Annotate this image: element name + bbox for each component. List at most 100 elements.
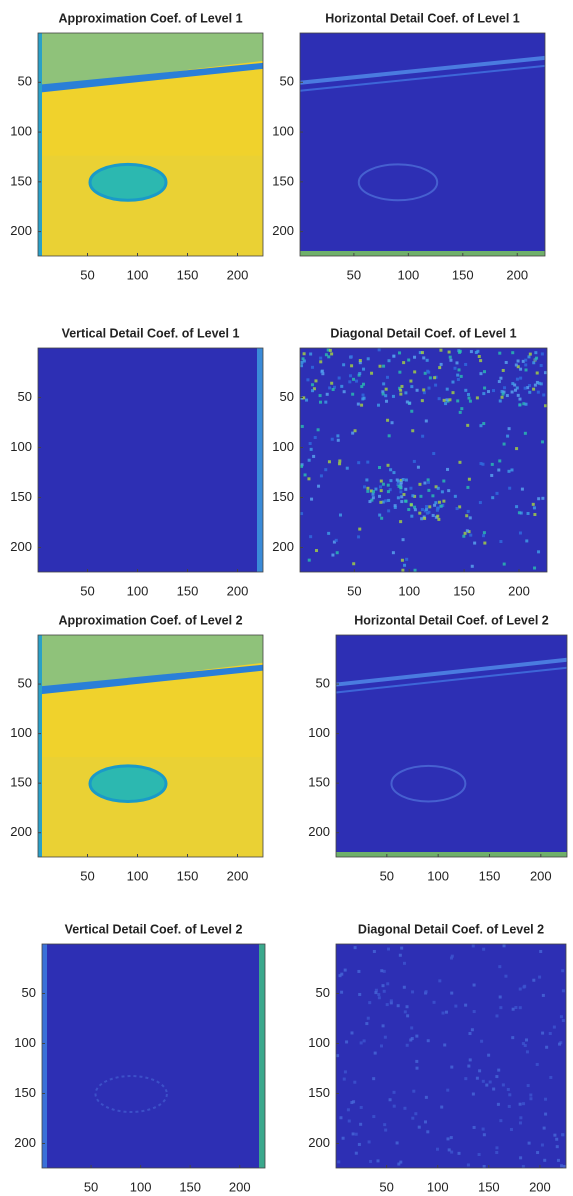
image-texture [315,549,318,552]
image-texture [458,461,461,464]
image-texture [388,434,391,437]
image-texture [485,1084,488,1087]
image-texture [355,1133,358,1136]
image-texture [379,485,382,488]
image-texture [464,532,467,535]
image-texture [442,1012,445,1015]
image-texture [503,386,506,389]
image-texture [540,364,543,367]
image-texture [362,368,365,371]
image-texture [384,1129,387,1132]
image-texture [360,385,363,388]
y-tick-label: 100 [272,123,294,138]
image-texture [527,355,530,358]
image-texture [379,365,382,368]
image-texture [537,497,540,500]
image-texture [498,965,501,968]
image-texture [384,1036,387,1039]
image-texture [560,1164,563,1167]
image-texture [519,1006,522,1009]
image-texture [385,400,388,403]
image-texture [350,1031,353,1034]
y-tick-label: 50 [18,389,32,404]
image-texture [519,1116,522,1119]
y-tick-label: 200 [272,223,294,238]
image-texture [490,474,493,477]
image-texture [404,488,407,491]
image-texture [446,468,449,471]
image-texture [511,390,514,393]
image-texture [401,559,404,562]
image-texture [405,479,408,482]
image-texture [556,1145,559,1148]
image-texture [450,957,453,960]
image-texture [363,485,366,488]
image-texture [387,490,390,493]
image-texture [468,397,471,400]
image-texture [507,1088,510,1091]
image-texture [352,1132,355,1135]
x-tick-label: 50 [347,267,361,282]
image-texture [366,461,369,464]
image-texture [524,359,527,362]
image-texture [516,378,519,381]
image-texture [527,512,530,515]
image-texture [483,387,486,390]
x-tick-label: 200 [229,1179,251,1194]
image-texture [466,424,469,427]
image-texture [450,992,453,995]
image-texture [553,1134,556,1137]
image-texture [321,370,324,373]
image-texture [436,1148,439,1151]
image-texture [399,393,402,396]
image-texture [487,1054,490,1057]
image-texture [368,1001,371,1004]
image-blob [90,164,166,200]
image-texture [357,403,360,406]
image-texture [386,1003,389,1006]
image-texture [309,352,312,355]
image-texture [377,404,380,407]
image-texture [503,443,506,446]
image-texture [446,388,449,391]
image-texture [410,515,413,518]
image-texture [499,995,502,998]
image-texture [418,483,421,486]
image-texture [331,554,334,557]
image-texture [309,535,312,538]
image-texture [425,1096,428,1099]
image-texture [336,1054,339,1057]
image-texture [504,975,507,978]
image-texture [351,393,354,396]
image-texture [358,993,361,996]
image-texture [466,529,469,532]
image-texture [515,505,518,508]
image-texture [429,376,432,379]
image-texture [483,1133,486,1136]
image-texture [467,1163,470,1166]
image-texture [448,351,451,354]
image-texture [336,434,339,437]
image-texture [320,474,323,477]
image-texture [433,1001,436,1004]
x-tick-label: 100 [427,1179,449,1194]
image-texture [414,1112,417,1115]
image-texture [387,948,390,951]
image-texture [534,351,537,354]
image-texture [386,376,389,379]
image-texture [499,1006,502,1009]
image-texture [352,562,355,565]
image-texture [421,351,424,354]
y-tick-label: 150 [10,775,32,790]
image-texture [400,500,403,503]
image-texture [538,976,541,979]
image-texture [357,535,360,538]
image-texture [422,388,425,391]
image-texture [379,501,382,504]
image-texture [544,1098,547,1101]
y-tick-label: 200 [10,824,32,839]
image-texture [363,397,366,400]
image-texture [517,359,520,362]
image-texture [410,1026,413,1029]
image-texture [394,506,397,509]
